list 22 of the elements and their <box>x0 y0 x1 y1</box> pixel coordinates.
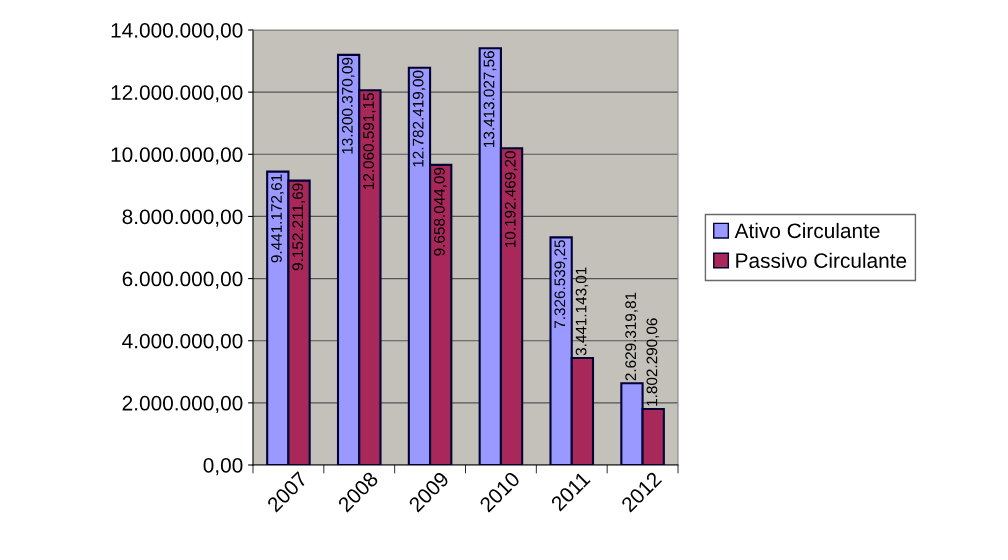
y-tick-label: 6.000.000,00 <box>122 271 243 289</box>
data-label: 7.326.539,25 <box>554 240 568 328</box>
data-label: 1.802.290,06 <box>646 318 660 406</box>
legend-label: Passivo Circulante <box>736 252 907 269</box>
data-label: 9.152.211,69 <box>292 183 305 271</box>
y-tick-label: 8.000.000,00 <box>122 209 243 227</box>
data-label: 2.629.319,81 <box>625 292 638 381</box>
data-label: 13.200.370,09 <box>341 57 355 154</box>
data-label: 12.060.591,15 <box>363 93 376 189</box>
data-label: 10.192.469,20 <box>504 151 518 248</box>
y-tick-label: 12.000.000,00 <box>111 85 243 103</box>
data-label: 9.658.044,09 <box>433 167 447 256</box>
y-tick-label: 10.000.000,00 <box>111 147 243 165</box>
y-tick-label: 2.000.000,00 <box>122 395 243 414</box>
legend-label: Ativo Circulante <box>734 222 880 239</box>
data-label: 12.782.419,00 <box>412 70 426 167</box>
data-label: 3.441.143,01 <box>575 267 589 356</box>
data-label: 13.413.027,56 <box>483 51 497 147</box>
y-tick-label: 14.000.000,00 <box>111 23 243 41</box>
data-label: 9.441.172,61 <box>271 174 284 263</box>
y-tick-label: 4.000.000,00 <box>122 333 243 351</box>
y-tick-label: 0,00 <box>203 458 243 476</box>
